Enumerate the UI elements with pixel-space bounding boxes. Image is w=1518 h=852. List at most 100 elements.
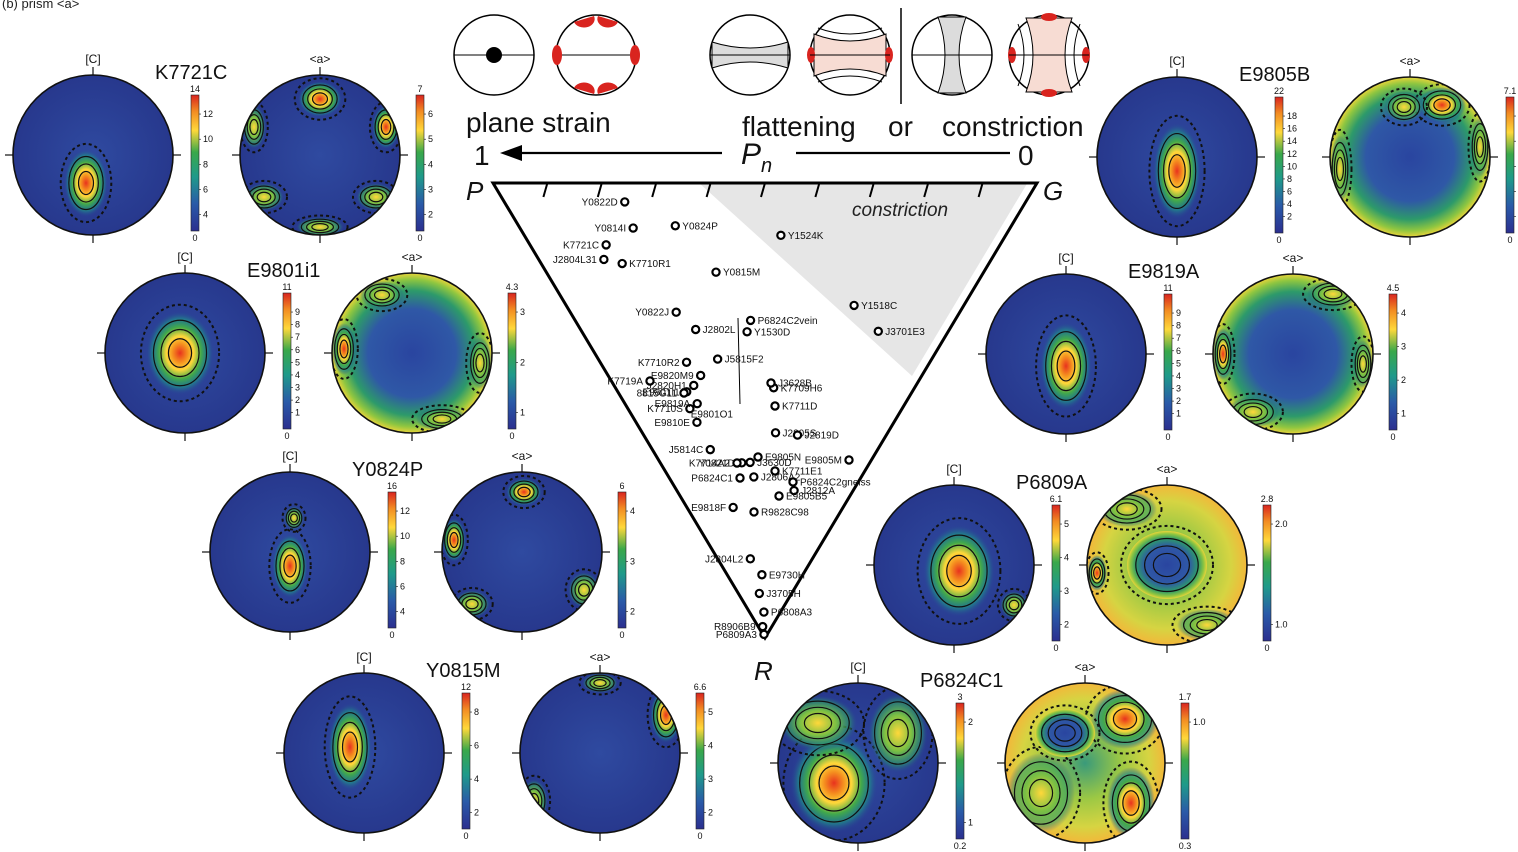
sample-point: P6808A3 <box>759 607 813 619</box>
density-maximum <box>1040 322 1092 410</box>
density-maximum <box>1007 753 1075 833</box>
colorbar-tick: 9 <box>295 307 300 317</box>
colorbar-tick: 2 <box>1064 620 1069 630</box>
colorbar-scale <box>1274 96 1284 234</box>
c-axis-colorbar: 16 0 12 10 8 6 4 <box>387 481 410 640</box>
sample-label: J3628B <box>778 379 812 390</box>
colorbar-tick: 2 <box>1287 212 1292 222</box>
sample-label: R8906B9 <box>714 622 756 633</box>
ternary-tick <box>814 182 821 198</box>
colorbar-scale <box>1505 96 1515 234</box>
density-maximum <box>1035 709 1095 757</box>
a-axis-label: <a> <box>1400 54 1421 68</box>
colorbar-min: 0 <box>1276 235 1281 245</box>
density-maximum <box>506 478 542 506</box>
colorbar-min: 0.3 <box>1179 841 1192 851</box>
sample-label: Y0821D <box>699 458 735 469</box>
c-axis-label: [C] <box>85 52 100 66</box>
sample-point: Y0822D <box>582 197 630 208</box>
sample-point: R9828C98 <box>749 507 809 518</box>
colorbar-min: 0 <box>619 630 624 640</box>
sample-label: E9730H <box>769 570 805 581</box>
sample-marker <box>690 324 701 335</box>
sample-label: K7711E1 <box>782 467 823 478</box>
colorbar-min: 0 <box>389 630 394 640</box>
colorbar-tick: 2 <box>630 607 635 617</box>
colorbar-tick: 12 <box>400 506 410 516</box>
sample-label: J2812A <box>801 486 835 497</box>
c-axis-pole-figure <box>1089 69 1265 245</box>
colorbar-tick: 2 <box>1401 375 1406 385</box>
sample-marker <box>844 455 854 465</box>
c-axis-label: [C] <box>356 650 371 664</box>
colorbar-tick: 12 <box>1287 149 1297 159</box>
sample-marker <box>685 403 695 414</box>
density-maximum <box>468 337 492 389</box>
c-axis-pole-figure <box>97 265 273 441</box>
sample-marker <box>599 254 609 265</box>
sample-point: Y1524K <box>776 230 824 242</box>
sample-point: E9810E <box>654 417 702 429</box>
c-axis-label: [C] <box>1169 54 1184 68</box>
sample-point: Y1530D <box>742 327 790 338</box>
sample-marker <box>705 444 715 455</box>
colorbar-scale <box>1262 504 1272 642</box>
colorbar-tick: 4 <box>474 774 479 784</box>
sample-label: E9805N <box>765 453 801 464</box>
sample-point: P6824C2vein <box>745 315 818 327</box>
sample-label: Y0822D <box>582 197 618 208</box>
colorbar-min: 0 <box>1165 432 1170 442</box>
colorbar-min: 0 <box>284 431 289 441</box>
colorbar-max: 6.1 <box>1050 494 1063 504</box>
a-axis-pole-figure <box>512 665 688 841</box>
density-maximum <box>1153 123 1201 219</box>
colorbar-max: 11 <box>1163 283 1172 293</box>
colorbar-scale <box>617 491 627 629</box>
sample-marker <box>681 357 692 367</box>
sample-marker <box>753 452 763 462</box>
a-axis-colorbar: 7.1065431 <box>1504 86 1517 245</box>
schematic-plane-c <box>453 14 535 96</box>
sample-point: J2819D <box>792 430 839 442</box>
colorbar-scale <box>1388 293 1398 431</box>
sample-marker <box>792 430 803 440</box>
colorbar-min: 0 <box>509 431 514 441</box>
sample-point: J2804L31 <box>553 254 609 266</box>
colorbar-tick: 4 <box>400 607 405 617</box>
colorbar-min: 0.2 <box>954 841 967 851</box>
sample-label: J2820H1 <box>647 381 687 392</box>
sample-label: J2819D <box>805 431 839 442</box>
sample-point: E9820M9 <box>651 370 706 382</box>
ternary-tick <box>651 182 658 198</box>
colorbar-min: 0 <box>463 831 468 841</box>
sample-marker <box>770 428 781 438</box>
sample-points: Y0822D Y0814I Y0824P Y0815M Y1524K K7721C J280… <box>553 197 925 641</box>
pn-label: Pn <box>741 138 772 177</box>
sample-name: E9805B <box>1239 64 1310 86</box>
sample-point: E9730H <box>757 570 805 581</box>
colorbar-scale <box>1163 293 1173 431</box>
colorbar-tick: 8 <box>474 707 479 717</box>
c-axis-pole-figure <box>276 665 452 841</box>
colorbar-tick: 3 <box>630 556 635 566</box>
colorbar-tick: 4 <box>1401 308 1406 318</box>
colorbar-min: 0 <box>417 233 422 243</box>
colorbar-tick: 10 <box>1287 161 1297 171</box>
sample-marker <box>749 507 759 517</box>
colorbar-max: 3 <box>957 692 962 702</box>
colorbar-scale <box>415 94 425 232</box>
a-axis-colorbar: 4.3 0 3 2 1 <box>506 282 525 441</box>
sample-marker <box>757 621 768 632</box>
density-maximum <box>923 525 995 617</box>
sample-point: J5814C <box>669 444 715 456</box>
a-axis-colorbar: 4.5 0 4 3 2 1 <box>1387 283 1406 442</box>
sample-marker <box>670 221 680 231</box>
density-maximum <box>1177 609 1237 641</box>
flattening-label: flattening <box>742 111 856 142</box>
pn-left-value: 1 <box>474 140 490 171</box>
colorbar-min: 0 <box>1264 643 1269 653</box>
colorbar-tick: 4 <box>428 159 433 169</box>
sample-point: J2812A <box>789 485 835 497</box>
